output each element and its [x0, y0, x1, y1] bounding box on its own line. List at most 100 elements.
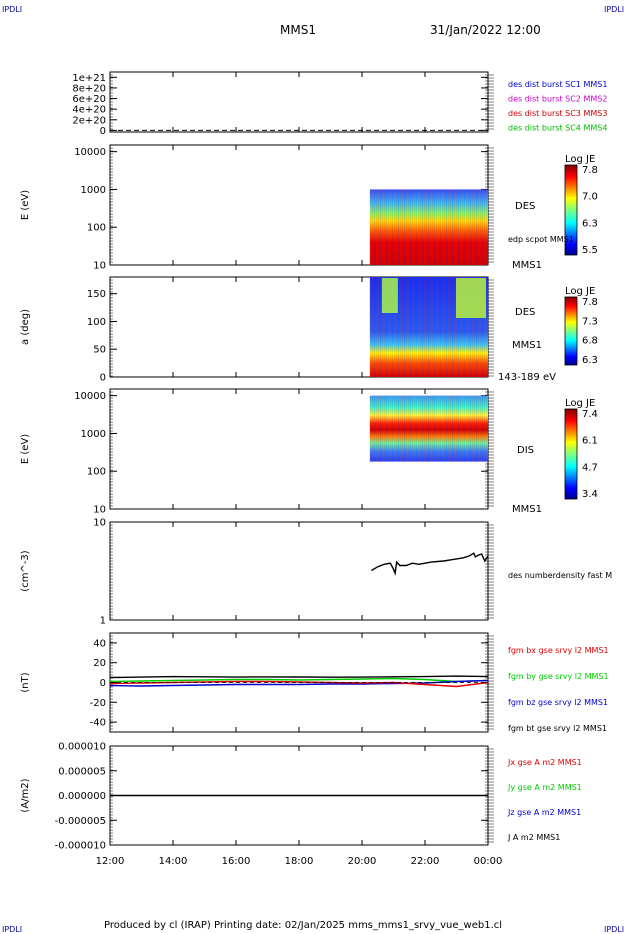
panel2-heatmap-streak	[409, 189, 411, 265]
panel6-ylabel: (nT)	[20, 672, 31, 692]
panel5-y-tick-label: 1	[100, 616, 106, 627]
panel2-heatmap-streak	[435, 189, 437, 265]
panel7-legend-entry: J A m2 MMS1	[507, 833, 560, 842]
panel4-heatmap-streak	[397, 395, 399, 462]
panel3-heatmap-streak	[441, 277, 443, 377]
panel2-heatmap-streak	[453, 189, 455, 265]
panel5-y-tick-label: 10	[93, 518, 106, 529]
panel4-heatmap-streak	[483, 395, 485, 462]
panel4-heatmap-streak	[459, 395, 461, 462]
panel7-legend-entry: Jy gse A m2 MMS1	[507, 783, 582, 792]
panel3-heatmap-streak	[389, 277, 391, 377]
panel1-y-tick-label: 6e+20	[72, 94, 106, 105]
panel3-side-label: MMS1	[512, 340, 542, 351]
panel3-heatmap-streak	[393, 277, 395, 377]
panel2-y-tick-label: 1000	[81, 185, 106, 196]
panel3-heatmap-streak	[375, 277, 377, 377]
x-tick-label: 12:00	[96, 856, 125, 867]
panel3-colorbar-label: 7.8	[582, 297, 598, 308]
panel4-heatmap-streak	[387, 395, 389, 462]
panel3-heatmap-streak	[447, 277, 449, 377]
panel1-frame	[109, 71, 489, 133]
panel4-heatmap-streak	[441, 395, 443, 462]
panel2-colorbar-label: 7.8	[582, 165, 598, 176]
panel4-colorbar-label: 3.4	[582, 489, 598, 500]
panel4-heatmap-streak	[419, 395, 421, 462]
panel3-colorbar-title: Log JE	[565, 286, 595, 297]
panel2-heatmap-streak	[439, 189, 441, 265]
panel1-y-tick-label: 0	[100, 126, 106, 137]
header-spacecraft: MMS1	[280, 23, 316, 37]
panel3-heatmap-streak	[457, 277, 459, 377]
panel2-heatmap-streak	[467, 189, 469, 265]
header-left-corner: IPDLI	[2, 5, 22, 14]
x-tick-label: 20:00	[348, 856, 377, 867]
panel2-y-tick-label: 10	[93, 261, 106, 272]
panel3-heatmap-streak	[485, 277, 487, 377]
panel4-heatmap-streak	[481, 395, 483, 462]
panel3-heatmap-streak	[453, 277, 455, 377]
panel3-heatmap-streak	[391, 277, 393, 377]
panel2-heatmap-streak	[415, 189, 417, 265]
panel2-heatmap-streak	[451, 189, 453, 265]
panel4-heatmap-streak	[451, 395, 453, 462]
panel3-heatmap-streak	[477, 277, 479, 377]
panel2-heatmap-streak	[413, 189, 415, 265]
panel3-heatmap-streak	[421, 277, 423, 377]
panel3-heatmap-streak	[381, 277, 383, 377]
panel3-heatmap-streak	[433, 277, 435, 377]
panel2-side-label: edp scpot MMS1	[508, 235, 574, 244]
panel2-heatmap-streak	[371, 189, 373, 265]
panel2-heatmap-streak	[487, 189, 489, 265]
panel1-y-tick-label: 1e+21	[72, 73, 106, 84]
panel4-heatmap-streak	[379, 395, 381, 462]
panel4-colorbar-label: 4.7	[582, 462, 598, 473]
panel4-heatmap-streak	[399, 395, 401, 462]
panel6-y-tick-label: -20	[90, 698, 106, 709]
x-tick-label: 22:00	[411, 856, 440, 867]
panel3-heatmap-streak	[387, 277, 389, 377]
panel4-heatmap-streak	[437, 395, 439, 462]
panel2-heatmap-streak	[457, 189, 459, 265]
panel3-heatmap-streak	[481, 277, 483, 377]
panel3-heatmap-streak	[473, 277, 475, 377]
panel2-heatmap-streak	[385, 189, 387, 265]
panel6-legend-entry: fgm by gse srvy l2 MMS1	[508, 672, 609, 681]
panel4-heatmap-streak	[443, 395, 445, 462]
panel4-heatmap-streak	[433, 395, 435, 462]
panel2-heatmap-streak	[407, 189, 409, 265]
panel2-heatmap-streak	[403, 189, 405, 265]
panel4-heatmap-streak	[369, 395, 371, 462]
panel2-heatmap-streak	[473, 189, 475, 265]
panel3-heatmap-streak	[449, 277, 451, 377]
panel1-legend-entry: des dist burst SC4 MMS4	[508, 124, 607, 133]
panel6-series-line	[109, 679, 489, 687]
panel4-heatmap-streak	[467, 395, 469, 462]
header-right-corner: IPDLI	[604, 5, 624, 14]
panel4-heatmap-streak	[395, 395, 397, 462]
panel3-heatmap-streak	[455, 277, 457, 377]
panel6-legend-entry: fgm bx gse srvy l2 MMS1	[508, 646, 609, 655]
panel2-heatmap-streak	[469, 189, 471, 265]
panel2-heatmap-streak	[405, 189, 407, 265]
panel4-colorbar-label: 7.4	[582, 409, 598, 420]
panel3-colorbar	[564, 296, 578, 366]
panel4-heatmap-streak	[471, 395, 473, 462]
panel3-heatmap-streak	[413, 277, 415, 377]
panel4-heatmap-streak	[415, 395, 417, 462]
panel2-heatmap-streak	[391, 189, 393, 265]
panel2-heatmap-streak	[377, 189, 379, 265]
panel4-side-label: MMS1	[512, 504, 542, 515]
panel3-colorbar-label: 7.3	[582, 316, 598, 327]
panel2-heatmap-streak	[447, 189, 449, 265]
panel3-heatmap-streak	[451, 277, 453, 377]
panel4-colorbar-title: Log JE	[565, 398, 595, 409]
panel2-colorbar-label: 5.5	[582, 245, 598, 256]
panel3-heatmap-streak	[487, 277, 489, 377]
panel7-y-tick-label: 0.000000	[58, 791, 106, 802]
panel2-heatmap-streak	[381, 189, 383, 265]
panel2-heatmap-streak	[445, 189, 447, 265]
panel4-colorbar	[564, 408, 578, 500]
panel4-y-tick-label: 10	[93, 505, 106, 516]
